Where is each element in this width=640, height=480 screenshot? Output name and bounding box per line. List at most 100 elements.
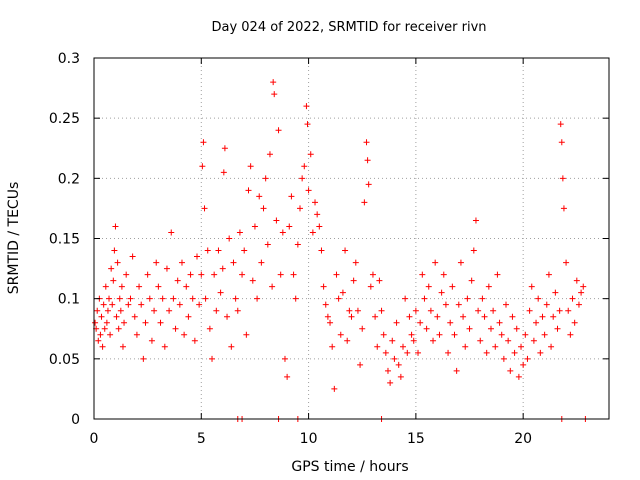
data-point [329,343,336,350]
data-point [575,301,582,308]
data-point [440,271,447,278]
data-point [254,295,261,302]
data-point [297,205,303,212]
data-point [492,343,499,350]
data-point [423,325,430,332]
data-point [410,337,417,344]
data-point [269,283,276,290]
data-point [159,295,166,302]
data-point [161,343,168,350]
data-point [245,187,252,194]
data-point [393,319,400,326]
data-point [288,193,295,200]
data-point [107,331,114,338]
data-point [522,331,529,338]
data-point [194,253,200,260]
data-point [189,295,196,302]
data-point [324,313,331,320]
data-point [309,229,316,236]
data-point [247,163,254,170]
y-tick-label: 0.05 [49,352,80,368]
x-tick-label: 20 [514,431,532,447]
data-point [412,307,419,314]
data-point [455,301,462,308]
data-point [524,355,531,362]
data-point [567,331,574,338]
chart-title: Day 024 of 2022, SRMTID for receiver riv… [211,20,486,35]
data-point [251,223,258,230]
data-point [557,121,564,128]
data-point [457,259,464,266]
data-point [419,271,426,278]
data-point [273,217,280,224]
data-point [215,247,222,254]
data-point [425,283,432,290]
data-point [417,319,424,326]
data-point [109,301,116,308]
data-point [318,247,325,254]
data-point [364,157,371,164]
data-point [144,271,151,278]
data-point [129,253,136,260]
data-point [415,349,422,356]
data-point [505,337,512,344]
data-point [573,277,580,284]
data-point [249,277,256,284]
data-point [344,337,351,344]
data-point [445,349,452,356]
data-point [350,277,357,284]
data-point [554,325,561,332]
data-point [541,331,548,338]
data-point [209,355,216,362]
data-point [221,145,228,152]
data-point [117,307,124,314]
data-point [526,307,533,314]
x-tick-label: 10 [300,431,318,447]
data-point [100,301,107,308]
data-point [103,319,110,326]
data-point [374,343,381,350]
y-tick-label: 0.3 [58,51,80,67]
data-point [196,301,203,308]
data-point [236,229,243,236]
data-point [354,307,361,314]
data-point [384,367,391,374]
data-point [166,307,173,314]
data-point [148,337,155,344]
data-point [260,205,267,212]
data-point [95,337,102,344]
data-point [191,337,198,344]
data-point [163,265,170,272]
data-point [102,283,109,290]
data-point [438,289,445,296]
data-point [258,259,265,266]
data-point [113,313,120,320]
data-point [151,307,158,314]
data-point [528,283,535,290]
data-point [367,283,374,290]
data-point [106,295,113,302]
x-tick-label: 15 [407,431,425,447]
data-point [565,307,572,314]
data-point [262,175,269,182]
data-point [475,307,482,314]
data-point [213,307,220,314]
data-point [569,295,576,302]
data-point [535,295,542,302]
data-point [174,277,181,284]
data-point [404,349,411,356]
y-axis: 0 0.05 0.1 0.15 0.2 0.25 0.3 [49,51,609,428]
data-point [352,259,359,266]
data-point [361,199,368,206]
data-point [442,301,449,308]
data-point [331,385,338,392]
data-point [539,313,546,320]
data-point [500,355,507,362]
data-point [518,343,525,350]
data-point [552,289,559,296]
data-point [466,325,473,332]
data-point [470,247,477,254]
data-point [121,319,128,326]
data-point [487,325,494,332]
data-point [400,343,406,350]
